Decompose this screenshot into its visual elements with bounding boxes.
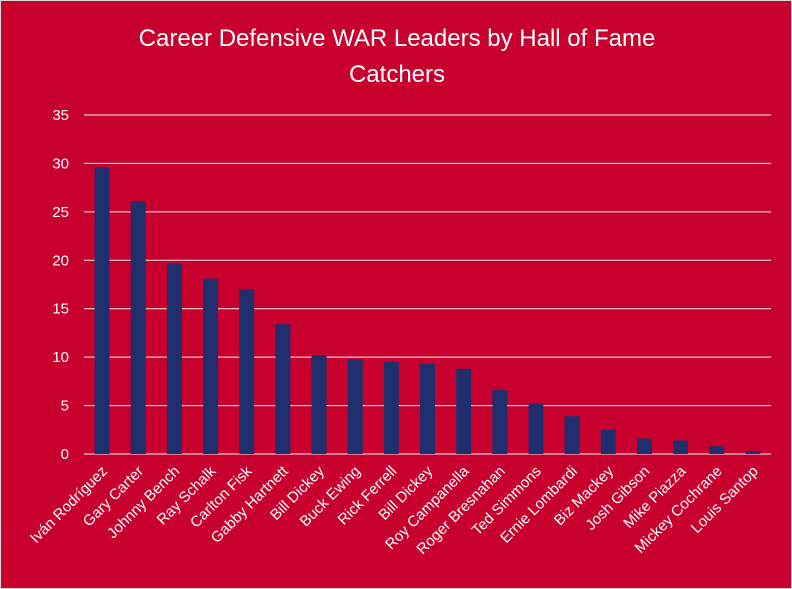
bar [94,167,110,454]
bar [528,403,544,454]
bar [130,201,146,454]
bar [383,361,399,454]
bar [673,440,689,454]
y-tick-label: 25 [52,204,69,221]
bar [745,451,761,454]
y-tick-label: 35 [52,107,69,124]
y-axis-ticks: 0 5 10 15 20 25 30 35 [52,107,69,463]
y-tick-label: 15 [52,301,69,318]
bar [636,438,652,454]
chart-title-line-1: Career Defensive WAR Leaders by Hall of … [139,25,656,52]
bar [564,416,580,454]
bar [311,355,327,454]
bars [94,167,761,454]
bar [492,390,508,454]
y-tick-label: 0 [61,446,69,463]
y-tick-label: 30 [52,155,69,172]
y-tick-label: 5 [61,398,69,415]
bar [347,359,363,454]
bar [203,278,219,454]
chart-title-line-2: Catchers [349,61,445,88]
y-gridlines [84,114,771,455]
bar [456,368,472,454]
bar [275,324,291,454]
y-tick-label: 10 [52,349,69,366]
bar [420,363,435,454]
y-tick-label: 20 [52,252,69,269]
bar [239,289,255,454]
bar [166,263,182,454]
bar [709,446,725,454]
bar [600,429,616,454]
